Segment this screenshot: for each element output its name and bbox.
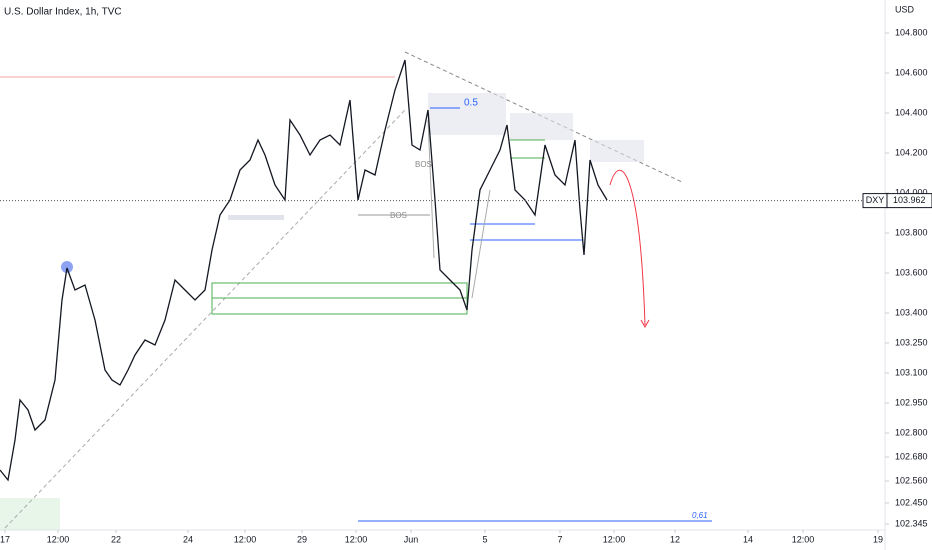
y-tick-label: 104.600 — [895, 67, 928, 77]
currency: USD — [895, 4, 915, 14]
x-tick-label: 12:00 — [345, 534, 368, 544]
x-tick-label: Jun — [404, 534, 419, 544]
trend-line — [4, 109, 406, 529]
y-tick-label: 102.450 — [895, 497, 928, 507]
price-line — [0, 59, 608, 482]
arrow — [427, 119, 491, 299]
y-tick-label: 104.000 — [895, 187, 928, 197]
x-tick-label: 14 — [743, 534, 753, 544]
x-tick-label: 29 — [297, 534, 307, 544]
annotation: 0.5 — [464, 98, 478, 109]
x-tick-label: 5 — [482, 534, 487, 544]
price-label: 103.962 — [893, 195, 926, 205]
zone — [228, 215, 284, 220]
y-tick-label: 102.680 — [895, 451, 928, 461]
zone — [590, 140, 644, 162]
x-tick-label: 12:00 — [792, 534, 815, 544]
y-tick-label: 104.200 — [895, 147, 928, 157]
annotation: BOS — [390, 211, 407, 220]
marker — [61, 261, 73, 273]
x-tick-label: 12:00 — [47, 534, 70, 544]
x-tick-label: 12 — [670, 534, 680, 544]
zone — [510, 113, 573, 140]
arrow-head — [640, 319, 650, 329]
symbol-label: DXY — [866, 195, 885, 205]
annotation: BOS — [415, 160, 432, 169]
y-tick-label: 103.400 — [895, 307, 928, 317]
y-tick-label: 102.800 — [895, 427, 928, 437]
annotation: 0,61 — [692, 511, 708, 520]
x-tick-label: 17 — [0, 534, 10, 544]
y-tick-label: 103.600 — [895, 267, 928, 277]
y-tick-label: 103.800 — [895, 227, 928, 237]
x-tick-label: 12:00 — [234, 534, 257, 544]
x-tick-label: 24 — [183, 534, 193, 544]
projection-arrow — [609, 169, 646, 326]
y-tick-label: 104.800 — [895, 27, 928, 37]
price-tag — [886, 193, 932, 209]
chart-title: U.S. Dollar Index, 1h, TVC — [4, 7, 122, 18]
y-tick-label: 104.400 — [895, 107, 928, 117]
x-tick-label: 22 — [111, 534, 121, 544]
x-tick-label: 7 — [557, 534, 562, 544]
y-tick-label: 103.250 — [895, 337, 928, 347]
y-tick-label: 102.345 — [895, 518, 928, 528]
zone — [0, 498, 60, 530]
x-tick-label: 12:00 — [603, 534, 626, 544]
x-tick-label: 19 — [873, 534, 883, 544]
y-tick-label: 103.100 — [895, 367, 928, 377]
y-tick-label: 102.560 — [895, 475, 928, 485]
zone — [428, 93, 506, 135]
drawings — [0, 51, 712, 530]
y-tick-label: 102.950 — [895, 397, 928, 407]
